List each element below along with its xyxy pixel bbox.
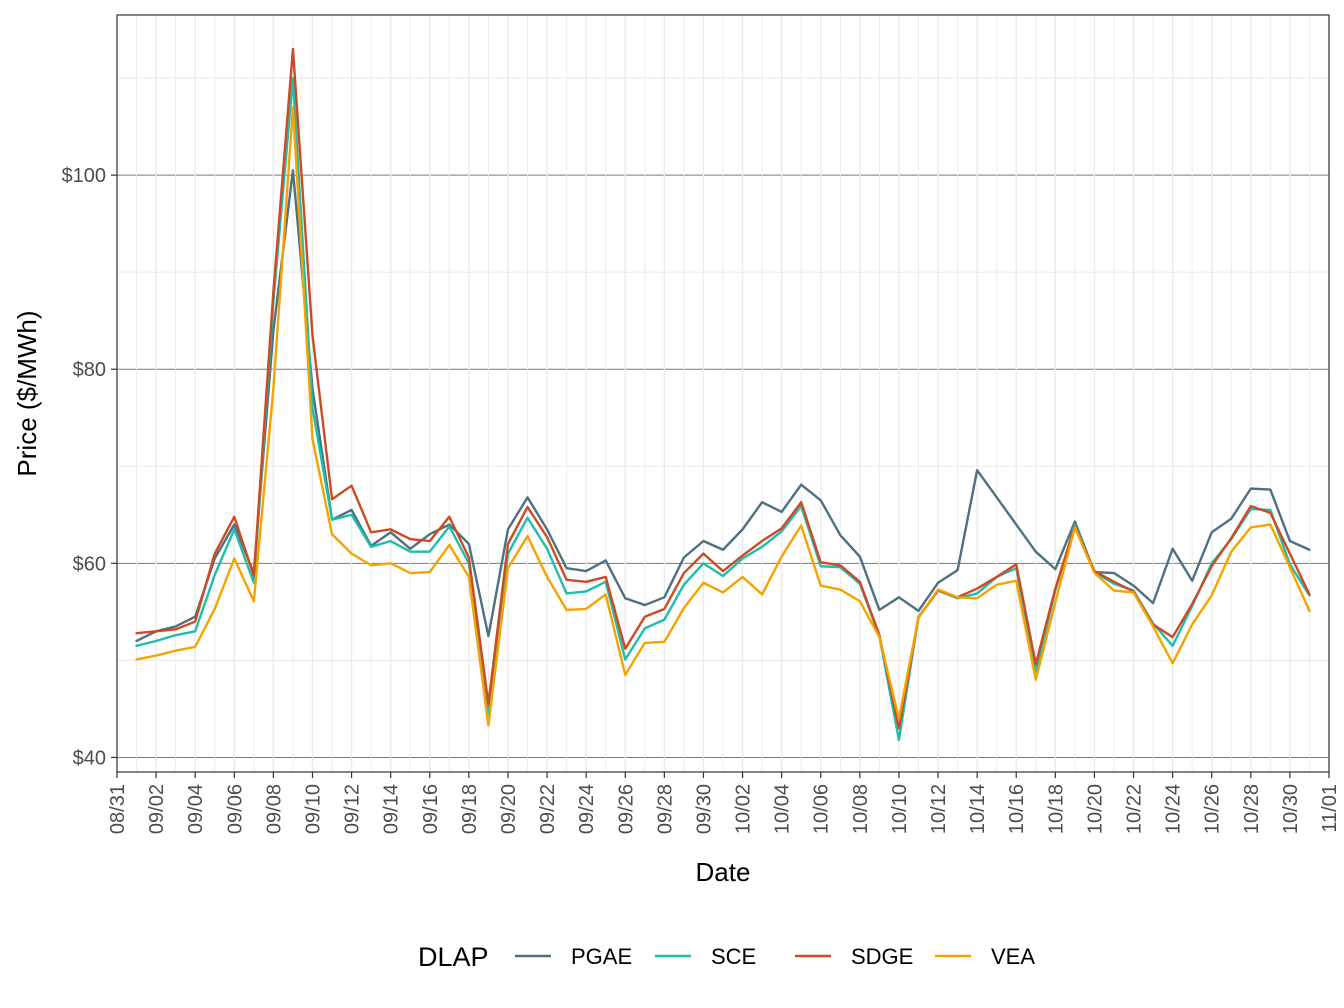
y-tick-label: $100 <box>62 165 107 187</box>
legend-label-pgae: PGAE <box>571 944 632 969</box>
x-tick-label: 09/12 <box>342 784 364 834</box>
x-tick-label: 10/18 <box>1045 784 1067 834</box>
x-tick-label: 09/18 <box>459 784 481 834</box>
y-tick-label: $80 <box>73 359 106 381</box>
x-tick-label: 10/10 <box>889 784 911 834</box>
x-axis-title: Date <box>696 857 751 887</box>
x-tick-label: 10/22 <box>1124 784 1146 834</box>
legend: DLAP PGAE SCE SDGE VEA <box>418 942 1035 972</box>
x-tick-label: 09/22 <box>537 784 559 834</box>
x-tick-label: 10/08 <box>850 784 872 834</box>
y-tick-label: $40 <box>73 747 106 769</box>
x-tick-label: 09/26 <box>615 784 637 834</box>
x-tick-label: 10/26 <box>1202 784 1224 834</box>
x-tick-label: 09/20 <box>498 784 520 834</box>
x-tick-label: 10/24 <box>1163 784 1185 834</box>
series-line-sce <box>135 76 1311 742</box>
x-tick-label: 10/04 <box>772 784 794 834</box>
x-tick-label: 10/06 <box>811 784 833 834</box>
x-tick-label: 10/12 <box>928 784 950 834</box>
x-tick-label: 09/16 <box>420 784 442 834</box>
legend-title: DLAP <box>418 942 489 972</box>
legend-label-sdge: SDGE <box>851 944 913 969</box>
x-tick-label: 09/10 <box>302 784 324 834</box>
x-tick-label: 09/08 <box>263 784 285 834</box>
y-tick-label: $60 <box>73 553 106 575</box>
x-tick-label: 10/02 <box>733 784 755 834</box>
x-tick-label: 10/14 <box>967 784 989 834</box>
y-axis: $40 $60 $80 $100 <box>62 165 117 769</box>
x-tick-label: 10/28 <box>1241 784 1263 834</box>
series-line-vea <box>135 105 1311 727</box>
legend-label-sce: SCE <box>711 944 756 969</box>
series-line-sdge <box>135 47 1311 730</box>
x-tick-label: 09/24 <box>576 784 598 834</box>
x-tick-label: 09/30 <box>693 784 715 834</box>
x-tick-label: 10/20 <box>1084 784 1106 834</box>
legend-label-vea: VEA <box>991 944 1035 969</box>
x-tick-label: 09/06 <box>224 784 246 834</box>
plot-border <box>116 14 1330 773</box>
x-tick-label: 09/28 <box>654 784 676 834</box>
x-tick-label: 08/31 <box>107 784 129 834</box>
x-tick-label: 10/16 <box>1006 784 1028 834</box>
x-tick-label: 09/14 <box>381 784 403 834</box>
series-lines <box>135 47 1311 742</box>
y-axis-title: Price ($/MWh) <box>12 310 42 476</box>
x-tick-label: 09/02 <box>146 784 168 834</box>
x-tick-label: 09/04 <box>185 784 207 834</box>
x-tick-label: 10/30 <box>1280 784 1302 834</box>
x-axis: 08/31 09/02 09/04 09/06 09/08 09/10 09/12 09/14… <box>107 772 1341 834</box>
x-tick-label: 11/01 <box>1319 784 1341 833</box>
